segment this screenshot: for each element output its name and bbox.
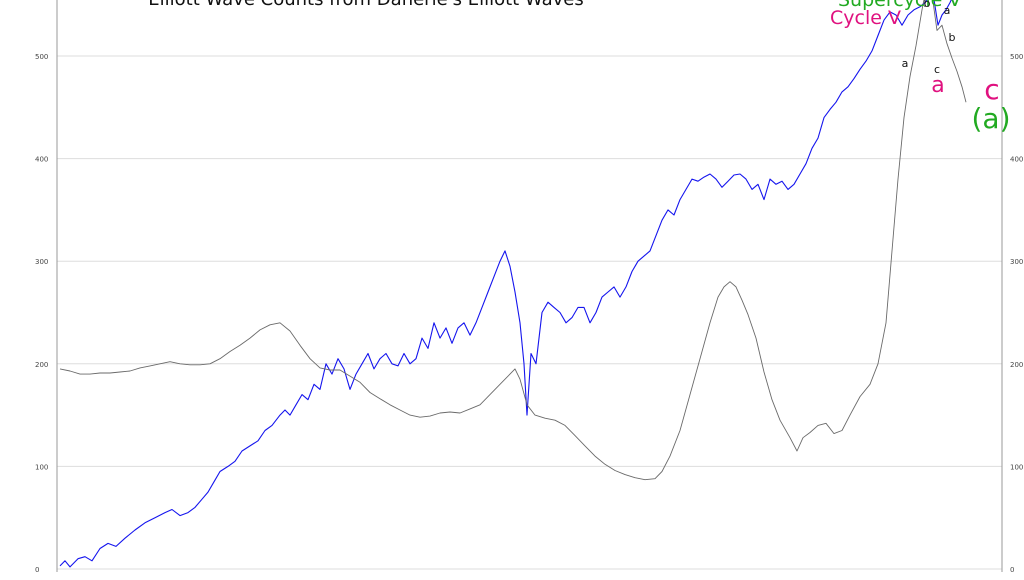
y-tick-label-left: 200: [35, 361, 48, 369]
y-tick-label-left: 400: [35, 156, 48, 164]
tick-layer: 0 0 100 100 200 200 300 300 400 400 500 500: [35, 53, 1023, 574]
wave-label: c: [934, 63, 940, 76]
wave-label: c: [984, 73, 999, 106]
series-layer: [59, 0, 967, 568]
wave-label: (a): [971, 102, 1010, 135]
price-series-line: [59, 0, 952, 568]
y-tick-label-left: 0: [35, 566, 39, 574]
grid-layer: [57, 55, 1002, 570]
wave-label: a: [931, 73, 944, 98]
wave-label: b: [949, 31, 956, 44]
y-tick-label-left: 500: [35, 53, 48, 61]
y-tick-label-right: 0: [1010, 566, 1014, 574]
y-tick-label-right: 400: [1010, 156, 1023, 164]
y-tick-label-right: 300: [1010, 258, 1023, 266]
y-tick-label-right: 200: [1010, 361, 1023, 369]
y-tick-label-left: 300: [35, 258, 48, 266]
y-tick-label-right: 500: [1010, 53, 1023, 61]
y-tick-label-right: 100: [1010, 463, 1023, 471]
wave-label: Supercycle V: [838, 0, 961, 11]
wave-label: b: [924, 0, 931, 10]
wave-label: Cycle V: [830, 7, 901, 29]
wave-label: a: [944, 4, 951, 17]
chart-title: Elliott Wave Counts from Danerie's Ellio…: [148, 0, 583, 10]
y-tick-label-left: 100: [35, 463, 48, 471]
wave-label: a: [902, 57, 909, 70]
overlay-series-line: [59, 0, 967, 481]
